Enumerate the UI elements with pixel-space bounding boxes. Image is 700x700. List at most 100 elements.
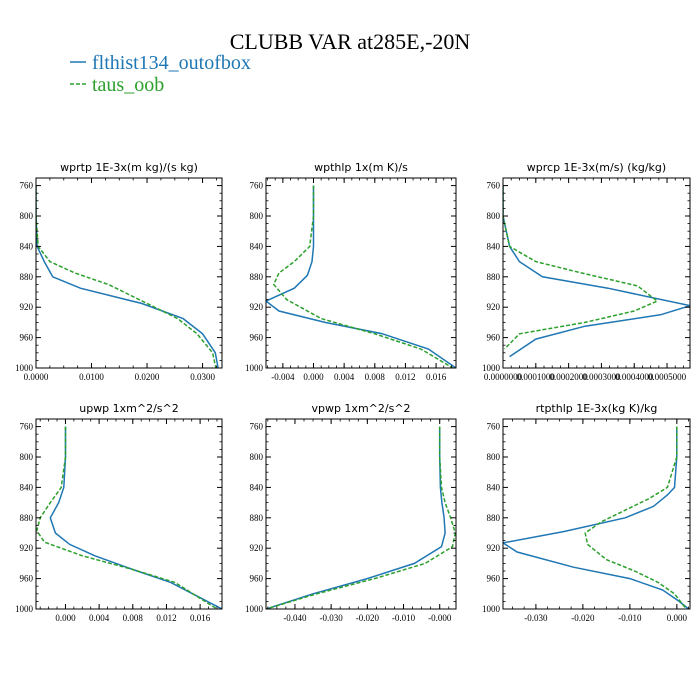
y-tick-label: 800 — [250, 452, 264, 462]
panel-title: rtpthlp 1E-3x(kg K)/kg — [536, 402, 658, 415]
x-tick-label: 0.0003000 — [582, 372, 621, 382]
x-tick-label: 0.0200 — [135, 372, 160, 382]
x-tick-label: -0.004 — [271, 372, 295, 382]
panel-grid: wprtp 1E-3x(m kg)/(s kg) 760 800 840 880 920 9… — [15, 161, 691, 623]
y-tick-label: 880 — [250, 272, 264, 282]
y-tick-label: 960 — [20, 574, 34, 584]
legend: flthist134_outofbox taus_oob — [70, 52, 251, 96]
legend-label-0: flthist134_outofbox — [92, 52, 251, 74]
plot-frame — [35, 177, 223, 369]
x-tick-label: 0.008 — [365, 372, 386, 382]
y-tick-label: 960 — [250, 574, 264, 584]
y-tick-label: 760 — [250, 422, 264, 432]
y-tick-label: 1000 — [482, 363, 501, 373]
y-tick-label: 840 — [487, 241, 501, 251]
panel-title: wprtp 1E-3x(m kg)/(s kg) — [60, 161, 198, 174]
y-tick-label: 800 — [487, 211, 501, 221]
series-line-0 — [503, 185, 690, 358]
panel-4: vpwp 1xm^2/s^2 760 800 840 880 920 960 1000 -0.0… — [245, 402, 457, 623]
x-tick-label: 0.004 — [89, 613, 110, 623]
y-tick-label: 920 — [250, 543, 264, 553]
y-tick-label: 880 — [250, 513, 264, 523]
plot-frame — [502, 177, 691, 369]
y-tick-label: 1000 — [245, 363, 264, 373]
series-line-1 — [584, 426, 687, 609]
x-tick-label: 0.000 — [303, 372, 324, 382]
panel-title: vpwp 1xm^2/s^2 — [311, 402, 410, 415]
x-tick-label: -0.020 — [571, 613, 595, 623]
y-tick-label: 760 — [20, 181, 34, 191]
x-tick-label: 0.016 — [190, 613, 211, 623]
y-tick-label: 920 — [487, 302, 501, 312]
plot-frame — [35, 418, 223, 610]
panel-2: wprcp 1E-3x(m/s) (kg/kg) 760 800 840 880 920 9… — [482, 161, 691, 382]
series-line-0 — [266, 426, 446, 609]
series-line-0 — [36, 185, 219, 368]
y-tick-label: 1000 — [482, 604, 501, 614]
y-tick-label: 840 — [250, 241, 264, 251]
y-tick-label: 1000 — [15, 604, 34, 614]
x-tick-label: 0.008 — [123, 613, 144, 623]
y-tick-label: 1000 — [15, 363, 34, 373]
figure-title: CLUBB VAR at285E,-20N — [230, 29, 471, 54]
x-tick-label: 0.012 — [395, 372, 415, 382]
x-tick-label: 0.0000000 — [484, 372, 523, 382]
x-tick-label: 0.0100 — [79, 372, 104, 382]
y-tick-label: 760 — [487, 181, 501, 191]
series-line-1 — [266, 426, 456, 609]
series-line-0 — [503, 426, 690, 609]
y-tick-label: 840 — [20, 482, 34, 492]
x-tick-label: 0.000 — [667, 613, 688, 623]
x-tick-label: -0.020 — [356, 613, 380, 623]
y-tick-label: 760 — [20, 422, 34, 432]
series-line-1 — [503, 185, 659, 350]
x-tick-label: -0.010 — [392, 613, 416, 623]
y-tick-label: 800 — [487, 452, 501, 462]
x-tick-label: -0.000 — [428, 613, 452, 623]
x-tick-label: -0.030 — [524, 613, 548, 623]
y-tick-label: 880 — [20, 513, 34, 523]
y-tick-label: 840 — [250, 482, 264, 492]
y-tick-label: 800 — [250, 211, 264, 221]
legend-label-1: taus_oob — [92, 74, 164, 96]
panel-title: upwp 1xm^2/s^2 — [79, 402, 179, 415]
series-line-0 — [266, 185, 456, 368]
plot-frame — [265, 418, 457, 610]
x-tick-label: -0.010 — [618, 613, 642, 623]
panel-title: wprcp 1E-3x(m/s) (kg/kg) — [527, 161, 666, 174]
panel-0: wprtp 1E-3x(m kg)/(s kg) 760 800 840 880 920 9… — [15, 161, 223, 382]
series-line-1 — [36, 185, 217, 368]
series-line-0 — [49, 426, 222, 609]
y-tick-label: 840 — [487, 482, 501, 492]
y-tick-label: 880 — [20, 272, 34, 282]
panel-title: wpthlp 1x(m K)/s — [314, 161, 408, 174]
series-line-1 — [36, 426, 218, 609]
y-tick-label: 760 — [487, 422, 501, 432]
x-tick-label: -0.030 — [320, 613, 344, 623]
y-tick-label: 960 — [250, 333, 264, 343]
y-tick-label: 760 — [250, 181, 264, 191]
x-tick-label: 0.0005000 — [648, 372, 687, 382]
y-tick-label: 960 — [20, 333, 34, 343]
x-tick-label: 0.0002000 — [549, 372, 588, 382]
y-tick-label: 920 — [487, 543, 501, 553]
x-tick-label: 0.004 — [334, 372, 355, 382]
y-tick-label: 880 — [487, 272, 501, 282]
x-tick-label: 0.000 — [55, 613, 76, 623]
y-tick-label: 920 — [250, 302, 264, 312]
y-tick-label: 920 — [20, 302, 34, 312]
panel-5: rtpthlp 1E-3x(kg K)/kg 760 800 840 880 920 960… — [482, 402, 691, 623]
x-tick-label: 0.012 — [156, 613, 176, 623]
x-tick-label: 0.0300 — [190, 372, 215, 382]
plot-frame — [502, 418, 691, 610]
y-tick-label: 920 — [20, 543, 34, 553]
x-tick-label: 0.0004000 — [615, 372, 654, 382]
panel-1: wpthlp 1x(m K)/s 760 800 840 880 920 960 1000 -0… — [245, 161, 457, 382]
series-line-1 — [272, 185, 454, 368]
x-tick-label: 0.016 — [426, 372, 447, 382]
x-tick-label: 0.0001000 — [517, 372, 556, 382]
plot-frame — [265, 177, 457, 369]
x-tick-label: 0.0000 — [24, 372, 49, 382]
y-tick-label: 1000 — [245, 604, 264, 614]
